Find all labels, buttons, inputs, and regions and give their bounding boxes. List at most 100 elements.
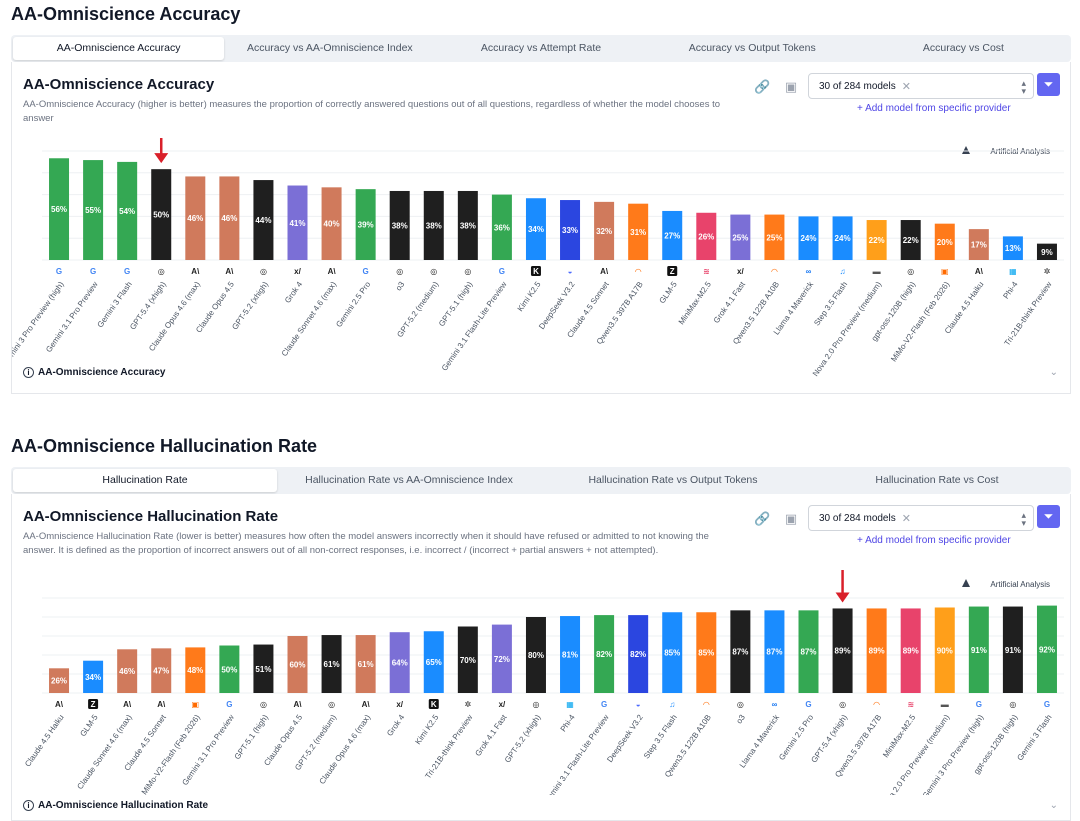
bar[interactable] [83, 660, 104, 693]
bar[interactable] [798, 610, 819, 693]
bar[interactable] [117, 649, 138, 693]
bar[interactable] [457, 626, 478, 694]
bar[interactable] [253, 644, 274, 693]
tick-label: Gemini 3 Flash [1015, 713, 1053, 762]
bar[interactable] [321, 635, 342, 693]
bar[interactable] [287, 636, 308, 693]
tick-label: GPT-5.2 (xhigh) [230, 280, 270, 332]
value-label: 50% [221, 665, 237, 674]
accuracy-footer[interactable]: i AA-Omniscience Accuracy [23, 367, 165, 378]
bar[interactable] [355, 189, 376, 260]
tab-hallucination-vs-output-tokens[interactable]: Hallucination Rate vs Output Tokens [588, 474, 758, 486]
bar[interactable] [117, 161, 138, 260]
filter-icon[interactable]: ⏷ [1037, 505, 1060, 528]
bar[interactable] [83, 160, 104, 260]
bar[interactable] [662, 612, 683, 693]
link-icon[interactable]: 🔗 [754, 79, 771, 94]
link-icon[interactable]: 🔗 [754, 511, 771, 526]
bar[interactable] [253, 180, 274, 260]
bar[interactable] [832, 216, 853, 260]
tick-label: Gemini 2.5 Pro [334, 280, 372, 329]
bar[interactable] [457, 190, 478, 260]
openai-logo-icon: ◎ [430, 267, 437, 276]
bar[interactable] [730, 214, 751, 260]
image-download-icon[interactable]: ▣ [784, 511, 798, 526]
bar[interactable] [560, 616, 581, 693]
value-label: 82% [630, 650, 646, 659]
tab-accuracy-vs-attempt-rate[interactable]: Accuracy vs Attempt Rate [480, 42, 602, 54]
bar[interactable] [798, 216, 819, 260]
bar[interactable] [185, 647, 206, 693]
tab-hallucination-vs-cost[interactable]: Hallucination Rate vs Cost [875, 474, 999, 486]
bar[interactable] [1036, 243, 1057, 260]
bar[interactable] [866, 608, 887, 693]
tab-accuracy-vs-output-tokens[interactable]: Accuracy vs Output Tokens [688, 42, 816, 54]
hallucination-footer[interactable]: i AA-Omniscience Hallucination Rate [23, 800, 208, 811]
tick-label: MiniMax-M2.5 [881, 713, 917, 760]
bar[interactable] [764, 214, 785, 260]
clear-icon[interactable]: ✕ [901, 80, 911, 93]
bar[interactable] [594, 615, 615, 693]
bar[interactable] [287, 185, 308, 260]
value-label: 91% [1005, 646, 1021, 655]
bar[interactable] [355, 635, 376, 693]
bar[interactable] [151, 648, 172, 693]
bar[interactable] [525, 198, 546, 260]
openai-logo-icon: ◎ [396, 267, 403, 276]
tab-accuracy-vs-cost[interactable]: Accuracy vs Cost [922, 42, 1004, 54]
bar[interactable] [900, 220, 921, 260]
bar[interactable] [49, 158, 70, 260]
bar[interactable] [968, 229, 989, 260]
bar[interactable] [491, 624, 512, 693]
bar[interactable] [1002, 606, 1023, 693]
bar[interactable] [934, 223, 955, 260]
bar[interactable] [696, 612, 717, 693]
bar[interactable] [1002, 236, 1023, 260]
tab-hallucination-vs-index[interactable]: Hallucination Rate vs AA-Omniscience Ind… [305, 474, 513, 486]
accuracy-panel: AA-Omniscience Accuracy AA-Omniscience A… [11, 62, 1071, 394]
tab-hallucination-rate[interactable]: Hallucination Rate [13, 469, 277, 492]
bar[interactable] [730, 610, 751, 693]
model-select[interactable]: 30 of 284 models ✕ ▴ ▾ [808, 505, 1034, 531]
add-model-link[interactable]: + Add model from specific provider [857, 103, 1011, 114]
bar[interactable] [219, 645, 240, 694]
add-model-link[interactable]: + Add model from specific provider [857, 535, 1011, 546]
chevron-down-icon[interactable]: ⌄ [1049, 367, 1058, 378]
value-label: 64% [392, 659, 408, 668]
tick-label: GPT-5.2 (xhigh) [503, 713, 543, 765]
tick-label: MiMo-V2-Flash (Feb 2026) [889, 280, 951, 364]
bar[interactable] [900, 608, 921, 693]
bar[interactable] [696, 212, 717, 260]
bar[interactable] [832, 608, 853, 693]
bar[interactable] [525, 617, 546, 693]
clear-icon[interactable]: ✕ [901, 512, 911, 525]
bar[interactable] [423, 190, 444, 260]
tab-accuracy[interactable]: AA-Omniscience Accuracy [13, 37, 225, 60]
chevron-down-icon[interactable]: ⌄ [1049, 800, 1058, 811]
value-label: 82% [596, 650, 612, 659]
filter-icon[interactable]: ⏷ [1037, 73, 1060, 96]
tab-accuracy-vs-index[interactable]: Accuracy vs AA-Omniscience Index [246, 42, 413, 54]
bar[interactable] [321, 187, 342, 260]
bar[interactable] [185, 176, 206, 260]
bar[interactable] [219, 176, 240, 260]
tick-label: GLM-5 [78, 713, 100, 739]
bar[interactable] [49, 668, 70, 693]
bar[interactable] [389, 190, 410, 260]
bar[interactable] [594, 201, 615, 260]
bar[interactable] [628, 203, 649, 260]
image-download-icon[interactable]: ▣ [784, 79, 798, 94]
model-select[interactable]: 30 of 284 models ✕ ▴ ▾ [808, 73, 1034, 99]
bar[interactable] [934, 607, 955, 694]
bar[interactable] [628, 615, 649, 693]
bar[interactable] [968, 606, 989, 693]
bar[interactable] [491, 194, 512, 260]
bar[interactable] [389, 632, 410, 693]
bar[interactable] [560, 200, 581, 260]
bar[interactable] [764, 610, 785, 693]
bar[interactable] [1036, 605, 1057, 693]
bar[interactable] [151, 169, 172, 260]
bar[interactable] [866, 220, 887, 260]
bar[interactable] [423, 631, 444, 693]
bar[interactable] [662, 210, 683, 260]
